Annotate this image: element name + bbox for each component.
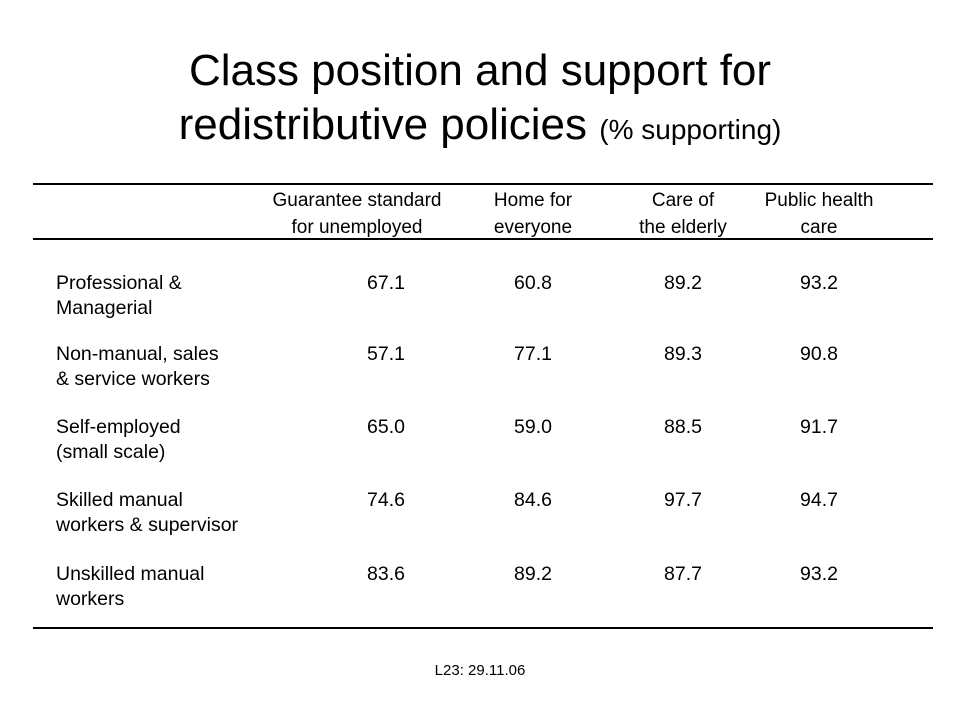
column-header-line: everyone	[493, 217, 573, 238]
table-cell: 57.1	[367, 343, 405, 365]
table-cell: 94.7	[800, 489, 838, 511]
table-cell: 59.0	[514, 416, 552, 438]
column-header-health: Public health care	[752, 187, 886, 241]
column-header-line: Public health	[764, 190, 874, 211]
table-cell: 60.8	[514, 272, 552, 294]
title-main: redistributive policies	[178, 100, 588, 149]
table-cell: 74.6	[367, 489, 405, 511]
table-row-label: Non-manual, sales & service workers	[56, 342, 219, 392]
table-cell: 83.6	[367, 563, 405, 585]
table-cell: 67.1	[367, 272, 405, 294]
row-label-line: Professional &	[56, 272, 182, 294]
column-header-line: Guarantee standard	[272, 190, 442, 211]
title-line-2: redistributive policies (% supporting)	[0, 98, 960, 157]
column-header-line: Care of	[651, 190, 715, 211]
row-label-line: (small scale)	[56, 441, 166, 463]
row-label-line: Self-employed	[56, 416, 181, 438]
slide-title: Class position and support for redistrib…	[0, 44, 960, 157]
title-unit-note: (% supporting)	[599, 114, 782, 145]
title-line-1: Class position and support for	[188, 46, 772, 95]
column-header-line: Home for	[493, 190, 573, 211]
table-cell: 93.2	[800, 563, 838, 585]
table-cell: 91.7	[800, 416, 838, 438]
row-label-line: Non-manual, sales	[56, 343, 219, 365]
table-cell: 90.8	[800, 343, 838, 365]
row-label-line: Unskilled manual	[56, 563, 205, 585]
table-cell: 89.2	[514, 563, 552, 585]
table-cell: 88.5	[664, 416, 702, 438]
table-cell: 89.3	[664, 343, 702, 365]
row-label-line: Skilled manual	[56, 489, 183, 511]
column-header-unemployed: Guarantee standard for unemployed	[268, 187, 446, 241]
column-header-line: for unemployed	[291, 217, 423, 238]
row-label-line: Managerial	[56, 297, 153, 319]
column-header-elderly: Care of the elderly	[616, 187, 750, 241]
table-cell: 97.7	[664, 489, 702, 511]
column-header-line: the elderly	[639, 217, 727, 238]
table-row-label: Self-employed (small scale)	[56, 415, 181, 465]
table-cell: 89.2	[664, 272, 702, 294]
table-cell: 87.7	[664, 563, 702, 585]
row-label-line: workers & supervisor	[56, 514, 239, 536]
column-header-home: Home for everyone	[466, 187, 600, 241]
table-row-label: Professional & Managerial	[56, 271, 182, 321]
slide-footer: L23: 29.11.06	[434, 662, 526, 679]
table-header-rule	[33, 238, 933, 240]
table-row-label: Skilled manual workers & supervisor	[56, 488, 238, 538]
row-label-line: workers	[56, 588, 125, 610]
table-cell: 93.2	[800, 272, 838, 294]
table-cell: 84.6	[514, 489, 552, 511]
table-cell: 65.0	[367, 416, 405, 438]
column-header-line: care	[800, 217, 838, 238]
row-label-line: & service workers	[56, 368, 210, 390]
table-cell: 77.1	[514, 343, 552, 365]
table-bottom-rule	[33, 627, 933, 629]
table-row-label: Unskilled manual workers	[56, 562, 205, 612]
table-top-rule	[33, 183, 933, 185]
